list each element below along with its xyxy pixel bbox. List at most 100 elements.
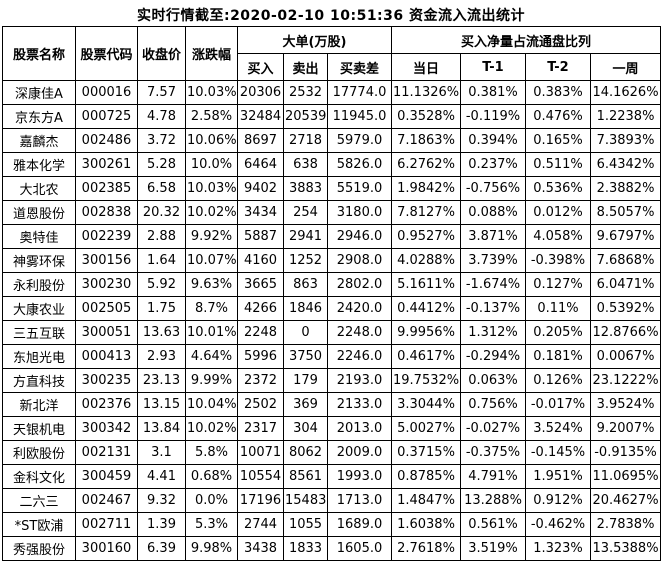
stock-name-cell[interactable]: 东旭光电 bbox=[2, 344, 76, 369]
buy-sell-diff-cell: 5979.0 bbox=[327, 128, 392, 153]
stock-name-cell[interactable]: 秀强股份 bbox=[2, 536, 76, 561]
change-percent-cell: 10.04% bbox=[185, 392, 238, 417]
stock-name-cell[interactable]: 大康农业 bbox=[2, 296, 76, 321]
stock-name-cell[interactable]: 雅本化学 bbox=[2, 152, 76, 177]
column-header-ratio-day: 当日 bbox=[391, 53, 461, 81]
ratio-t2-cell: 0.126% bbox=[525, 368, 591, 393]
buy-volume-cell: 6464 bbox=[237, 152, 284, 177]
stock-code-cell[interactable]: 300261 bbox=[75, 152, 138, 177]
table-row[interactable]: 利欧股份 002131 3.1 5.8% 10071 8062 2009.0 0.3715% -… bbox=[2, 440, 662, 465]
table-row[interactable]: 嘉麟杰 002486 3.72 10.06% 8697 2718 5979.0 7.1863%… bbox=[2, 128, 662, 153]
ratio-t1-cell: 3.739% bbox=[460, 248, 526, 273]
stock-name-cell[interactable]: 三五互联 bbox=[2, 320, 76, 345]
buy-volume-cell: 2248 bbox=[237, 320, 284, 345]
stock-code-cell[interactable]: 300051 bbox=[75, 320, 138, 345]
close-price-cell: 7.57 bbox=[137, 80, 186, 105]
ratio-week-cell: 7.6868% bbox=[589, 248, 662, 273]
stock-code-cell[interactable]: 300342 bbox=[75, 416, 138, 441]
table-row[interactable]: 东旭光电 000413 2.93 4.64% 5996 3750 2246.0 0.4617%… bbox=[2, 344, 662, 369]
change-percent-cell: 10.02% bbox=[185, 416, 238, 441]
stock-name-cell[interactable]: 二六三 bbox=[2, 488, 76, 513]
stock-name-cell[interactable]: *ST欧浦 bbox=[2, 512, 76, 537]
table-row[interactable]: 雅本化学 300261 5.28 10.0% 6464 638 5826.0 6.2762% 0… bbox=[2, 152, 662, 177]
table-row[interactable]: 京东方A 000725 4.78 2.58% 32484 20539 11945.0 0.35… bbox=[2, 104, 662, 129]
stock-code-cell[interactable]: 300156 bbox=[75, 248, 138, 273]
ratio-day-cell: 3.3044% bbox=[391, 392, 461, 417]
stock-code-cell[interactable]: 300235 bbox=[75, 368, 138, 393]
stock-code-cell[interactable]: 002486 bbox=[75, 128, 138, 153]
ratio-t1-cell: -0.294% bbox=[460, 344, 526, 369]
stock-code-cell[interactable]: 002467 bbox=[75, 488, 138, 513]
buy-volume-cell: 4266 bbox=[237, 296, 284, 321]
stock-name-cell[interactable]: 深康佳A bbox=[2, 80, 76, 105]
buy-sell-diff-cell: 5826.0 bbox=[327, 152, 392, 177]
table-row[interactable]: 秀强股份 300160 6.39 9.98% 3438 1833 1605.0 2.7618%… bbox=[2, 536, 662, 561]
stock-name-cell[interactable]: 奥特佳 bbox=[2, 224, 76, 249]
ratio-t1-cell: -0.119% bbox=[460, 104, 526, 129]
table-row[interactable]: 大康农业 002505 1.75 8.7% 4266 1846 2420.0 0.4412% -… bbox=[2, 296, 662, 321]
stock-code-cell[interactable]: 000016 bbox=[75, 80, 138, 105]
ratio-t1-cell: 0.237% bbox=[460, 152, 526, 177]
sell-volume-cell: 1833 bbox=[283, 536, 328, 561]
stock-name-cell[interactable]: 道恩股份 bbox=[2, 200, 76, 225]
buy-volume-cell: 2744 bbox=[237, 512, 284, 537]
stock-name-cell[interactable]: 方直科技 bbox=[2, 368, 76, 393]
stock-code-cell[interactable]: 300160 bbox=[75, 536, 138, 561]
table-row[interactable]: 深康佳A 000016 7.57 10.03% 20306 2532 17774.0 11.1… bbox=[2, 80, 662, 105]
close-price-cell: 5.92 bbox=[137, 272, 186, 297]
table-row[interactable]: 方直科技 300235 23.13 9.99% 2372 179 2193.0 19.7532… bbox=[2, 368, 662, 393]
stock-code-cell[interactable]: 002376 bbox=[75, 392, 138, 417]
column-header-change-percent: 涨跌幅 bbox=[185, 26, 238, 81]
header-group-row: 股票名称 股票代码 收盘价 涨跌幅 大单(万股) 买入净量占流通盘比列 bbox=[2, 26, 662, 81]
ratio-t2-cell: 0.127% bbox=[525, 272, 591, 297]
ratio-week-cell: 3.9524% bbox=[589, 392, 662, 417]
ratio-day-cell: 0.8785% bbox=[391, 464, 461, 489]
stock-name-cell[interactable]: 永利股份 bbox=[2, 272, 76, 297]
ratio-t1-cell: 0.394% bbox=[460, 128, 526, 153]
ratio-t2-cell: 4.058% bbox=[525, 224, 591, 249]
table-row[interactable]: 奥特佳 002239 2.88 9.92% 5887 2941 2946.0 0.9527% 3… bbox=[2, 224, 662, 249]
table-row[interactable]: 神雾环保 300156 1.64 10.07% 4160 1252 2908.0 4.0288… bbox=[2, 248, 662, 273]
table-row[interactable]: 二六三 002467 9.32 0.0% 17196 15483 1713.0 1.4847%… bbox=[2, 488, 662, 513]
ratio-day-cell: 0.9527% bbox=[391, 224, 461, 249]
ratio-day-cell: 11.1326% bbox=[391, 80, 461, 105]
stock-name-cell[interactable]: 金科文化 bbox=[2, 464, 76, 489]
buy-volume-cell: 10071 bbox=[237, 440, 284, 465]
stock-code-cell[interactable]: 002838 bbox=[75, 200, 138, 225]
stock-code-cell[interactable]: 002711 bbox=[75, 512, 138, 537]
table-row[interactable]: 大北农 002385 6.58 10.03% 9402 3883 5519.0 1.9842%… bbox=[2, 176, 662, 201]
stock-name-cell[interactable]: 利欧股份 bbox=[2, 440, 76, 465]
stock-code-cell[interactable]: 300230 bbox=[75, 272, 138, 297]
table-row[interactable]: 天银机电 300342 13.84 10.02% 2317 304 2013.0 5.0027… bbox=[2, 416, 662, 441]
stock-name-cell[interactable]: 京东方A bbox=[2, 104, 76, 129]
stock-code-cell[interactable]: 002505 bbox=[75, 296, 138, 321]
stock-name-cell[interactable]: 神雾环保 bbox=[2, 248, 76, 273]
table-row[interactable]: 永利股份 300230 5.92 9.63% 3665 863 2802.0 5.1611% -… bbox=[2, 272, 662, 297]
ratio-week-cell: 23.1222% bbox=[589, 368, 662, 393]
table-row[interactable]: 新北洋 002376 13.15 10.04% 2502 369 2133.0 3.3044%… bbox=[2, 392, 662, 417]
table-row[interactable]: 三五互联 300051 13.63 10.01% 2248 0 2248.0 9.9956% 1… bbox=[2, 320, 662, 345]
ratio-t2-cell: 0.383% bbox=[525, 80, 591, 105]
stock-code-cell[interactable]: 002131 bbox=[75, 440, 138, 465]
stock-name-cell[interactable]: 天银机电 bbox=[2, 416, 76, 441]
ratio-day-cell: 0.3528% bbox=[391, 104, 461, 129]
table-row[interactable]: 金科文化 300459 4.41 0.68% 10554 8561 1993.0 0.8785… bbox=[2, 464, 662, 489]
close-price-cell: 20.32 bbox=[137, 200, 186, 225]
stock-name-cell[interactable]: 新北洋 bbox=[2, 392, 76, 417]
sell-volume-cell: 369 bbox=[283, 392, 328, 417]
buy-volume-cell: 2502 bbox=[237, 392, 284, 417]
stock-code-cell[interactable]: 000725 bbox=[75, 104, 138, 129]
stock-code-cell[interactable]: 300459 bbox=[75, 464, 138, 489]
change-percent-cell: 9.63% bbox=[185, 272, 238, 297]
ratio-t2-cell: 0.11% bbox=[525, 296, 591, 321]
table-row[interactable]: 道恩股份 002838 20.32 10.02% 3434 254 3180.0 7.8127… bbox=[2, 200, 662, 225]
stock-code-cell[interactable]: 000413 bbox=[75, 344, 138, 369]
stock-name-cell[interactable]: 大北农 bbox=[2, 176, 76, 201]
column-header-close-price: 收盘价 bbox=[137, 26, 186, 81]
ratio-t2-cell: 0.012% bbox=[525, 200, 591, 225]
stock-code-cell[interactable]: 002385 bbox=[75, 176, 138, 201]
ratio-week-cell: 6.4342% bbox=[589, 152, 662, 177]
table-row[interactable]: *ST欧浦 002711 1.39 5.3% 2744 1055 1689.0 1.6038%… bbox=[2, 512, 662, 537]
stock-name-cell[interactable]: 嘉麟杰 bbox=[2, 128, 76, 153]
stock-code-cell[interactable]: 002239 bbox=[75, 224, 138, 249]
